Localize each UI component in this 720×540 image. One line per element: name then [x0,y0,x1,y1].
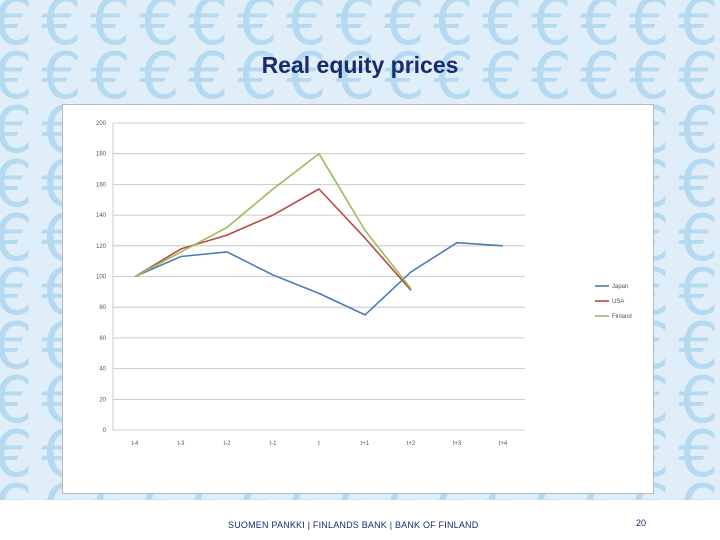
euro-icon: € [0,40,33,114]
y-tick-label: 180 [96,152,107,158]
slide-title: Real equity prices [261,52,459,78]
euro-icon: € [0,310,33,384]
legend-label: USA [612,299,624,305]
y-tick-label: 120 [96,244,107,250]
legend-label: Japan [612,284,628,290]
euro-icon: € [678,418,719,492]
y-tick-label: 140 [96,213,107,219]
euro-icon: € [384,40,425,114]
euro-icon: € [678,94,719,168]
x-tick-label: t-3 [177,441,185,447]
euro-icon: € [0,0,33,60]
euro-icon: € [139,0,180,60]
euro-icon: € [482,40,523,114]
euro-icon: € [580,40,621,114]
euro-icon: € [0,202,33,276]
y-tick-label: 40 [99,367,106,373]
euro-icon: € [188,40,229,114]
euro-icon: € [0,364,33,438]
euro-icon: € [0,148,33,222]
euro-icon: € [629,0,670,60]
euro-icon: € [90,40,131,114]
series-line-finland [134,152,412,290]
euro-icon: € [237,40,278,114]
euro-icon: € [335,0,376,60]
x-tick-label: t [318,441,320,447]
euro-icon: € [0,418,33,492]
euro-icon: € [0,94,33,168]
euro-icon: € [286,0,327,60]
x-tick-label: t+1 [361,441,370,447]
euro-icon: € [433,0,474,60]
euro-icon: € [41,0,82,60]
footer-text: SUOMEN PANKKI | FINLANDS BANK | BANK OF … [228,520,479,530]
chart-frame: 200 180 160 140 120 100 80 60 40 20 0 t-4 t-3 t-2 t-1 t… [62,104,654,494]
euro-icon: € [678,472,719,500]
euro-icon: € [678,310,719,384]
y-tick-label: 160 [96,182,107,188]
legend-label: Finland [612,314,632,320]
euro-icon: € [433,40,474,114]
y-tick-label: 0 [103,428,107,434]
euro-icon: € [678,202,719,276]
series-line-japan [134,241,504,316]
euro-icon: € [678,40,719,114]
euro-icon: € [384,0,425,60]
y-tick-label: 80 [99,305,106,311]
euro-icon: € [41,40,82,114]
x-tick-label: t+2 [407,441,416,447]
x-tick-label: t-1 [269,441,277,447]
euro-icon: € [678,148,719,222]
footer-bar [0,500,720,540]
euro-icon: € [286,40,327,114]
page-number: 20 [636,518,647,528]
euro-icon: € [678,256,719,330]
euro-icon: € [580,0,621,60]
y-tick-label: 60 [99,336,106,342]
euro-icon: € [0,472,33,500]
euro-icon: € [629,40,670,114]
x-tick-label: t+4 [499,441,508,447]
euro-icon: € [678,364,719,438]
x-tick-label: t+3 [453,441,462,447]
euro-icon: € [188,0,229,60]
y-tick-label: 100 [96,275,107,281]
euro-icon: € [0,256,33,330]
euro-icon: € [531,0,572,60]
euro-icon: € [237,0,278,60]
euro-icon: € [90,0,131,60]
euro-icon: € [335,40,376,114]
y-tick-label: 20 [99,397,106,403]
euro-icon: € [139,40,180,114]
x-tick-label: t-4 [131,441,139,447]
euro-icon: € [482,0,523,60]
euro-icon: € [531,40,572,114]
y-tick-label: 200 [96,121,107,127]
series-line-usa [134,188,412,291]
euro-icon: € [678,0,719,60]
x-tick-label: t-2 [223,441,231,447]
